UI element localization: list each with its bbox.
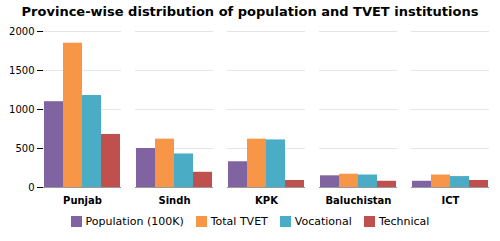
svg-text:KPK: KPK [255, 195, 279, 206]
html-text:Technical: Technical [378, 214, 430, 228]
svg-text:2000: 2000 [9, 26, 34, 37]
svg-text:1500: 1500 [9, 65, 34, 76]
html-text:Province-wise distribution of: Province-wise distribution of population… [21, 4, 479, 19]
svg-text:Sindh: Sindh [158, 195, 190, 206]
svg-text:1000: 1000 [9, 104, 34, 115]
html-text:Vocational: Vocational [294, 214, 352, 228]
svg-text:500: 500 [15, 143, 34, 154]
svg-text:Baluchistan: Baluchistan [326, 195, 392, 206]
html-text:Total TVET: Total TVET [210, 214, 268, 228]
svg-text:0: 0 [28, 182, 34, 193]
html-text:Population (100K): Population (100K) [85, 214, 184, 228]
svg-text:Punjab: Punjab [63, 195, 102, 206]
svg-text:ICT: ICT [442, 195, 460, 206]
